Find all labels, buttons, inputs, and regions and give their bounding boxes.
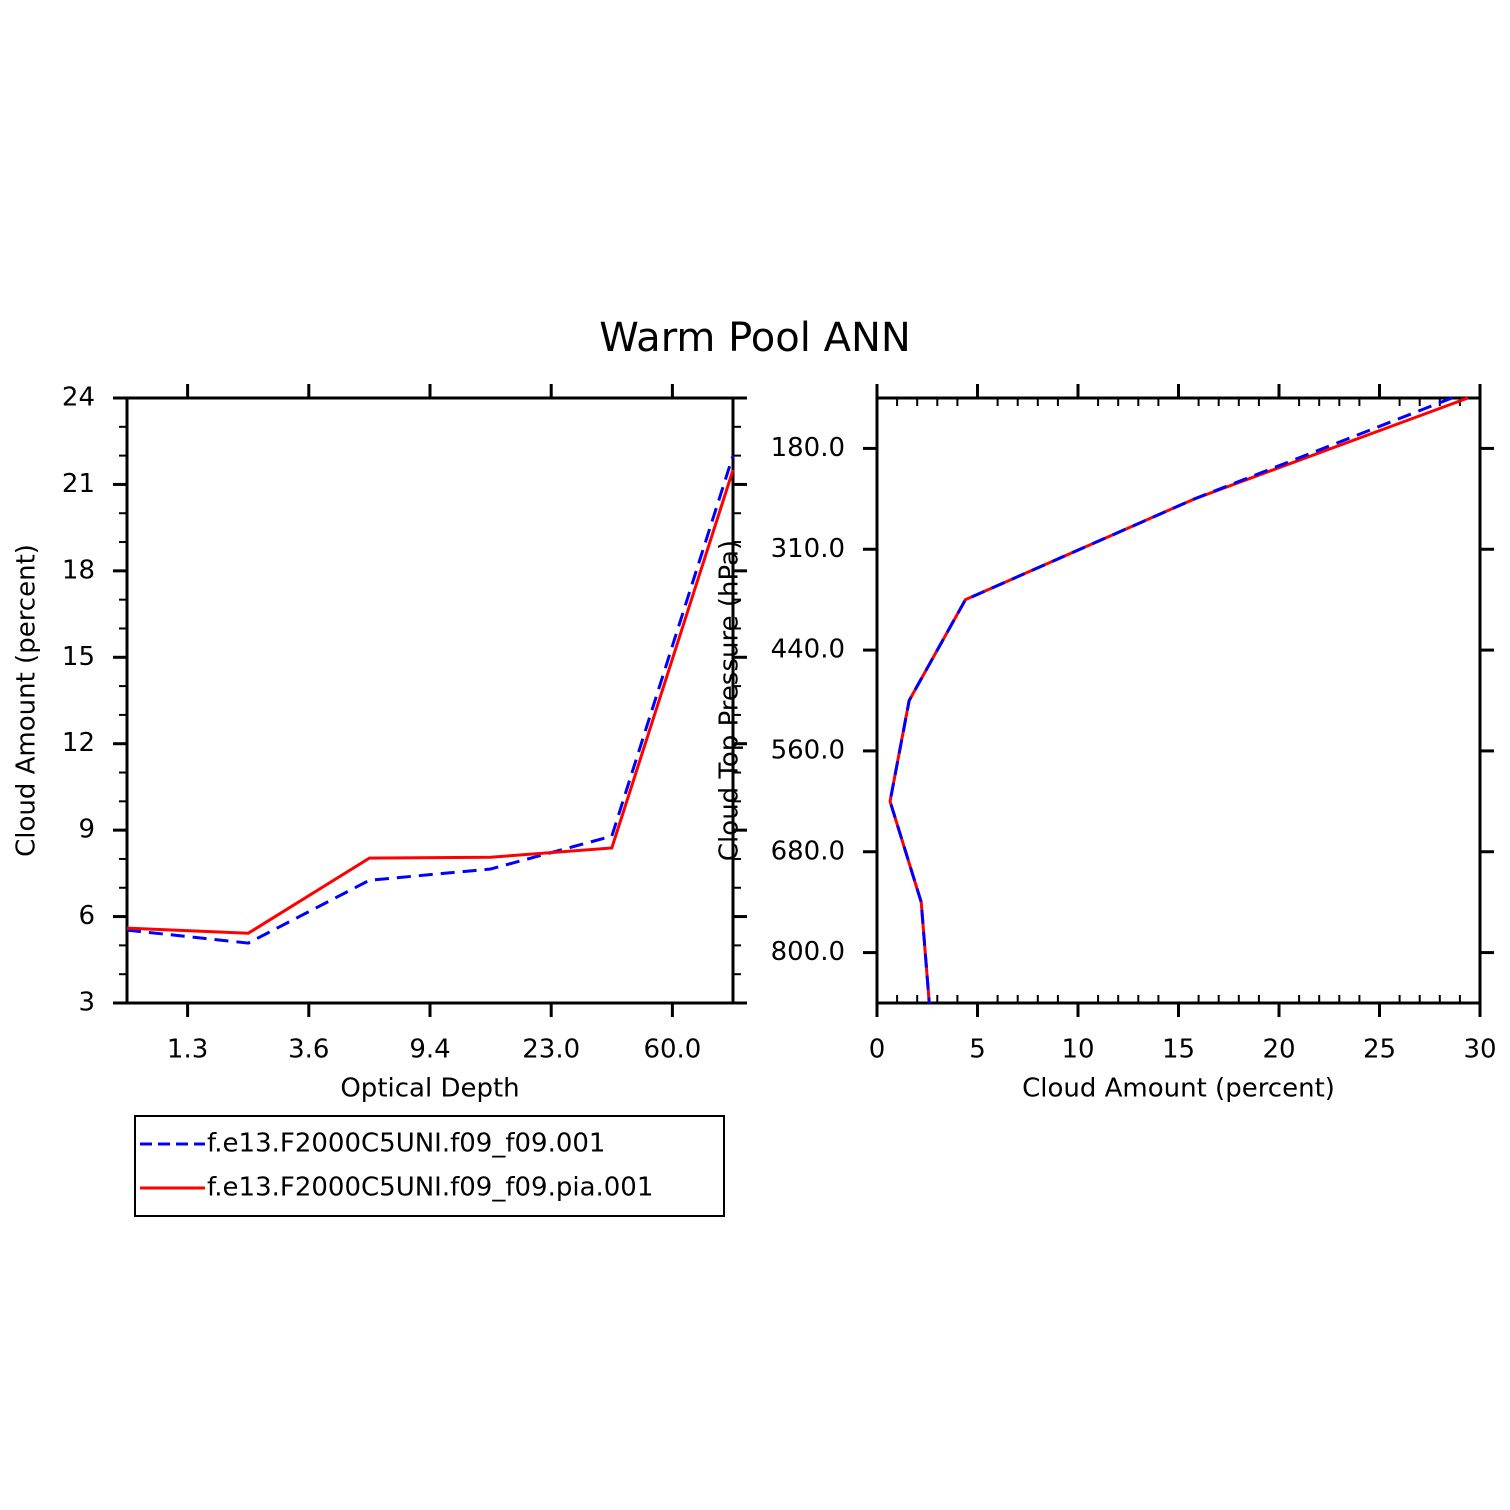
y-tick-label: 680.0 — [771, 836, 845, 866]
x-tick-label: 60.0 — [643, 1035, 701, 1065]
x-tick-label: 5 — [969, 1035, 986, 1065]
y-axis-label: Cloud Top Pressure (hPa) — [715, 540, 745, 861]
x-tick-label: 15 — [1162, 1035, 1195, 1065]
x-tick-label: 25 — [1363, 1035, 1396, 1065]
y-tick-label: 21 — [62, 469, 95, 499]
y-tick-label: 440.0 — [771, 635, 845, 665]
x-tick-label: 20 — [1262, 1035, 1295, 1065]
series-line — [126, 455, 735, 945]
x-tick-label: 23.0 — [522, 1035, 580, 1065]
plot-frame — [125, 396, 735, 1005]
y-tick-label: 9 — [78, 815, 95, 845]
series-line — [888, 396, 1453, 1004]
y-axis-label: Cloud Amount (percent) — [12, 544, 42, 857]
figure-title: Warm Pool ANN — [599, 315, 911, 361]
y-tick-label: 18 — [62, 555, 95, 585]
y-tick-label: 12 — [62, 728, 95, 758]
legend-box — [134, 1115, 725, 1217]
y-tick-label: 3 — [78, 988, 95, 1018]
y-tick-label: 6 — [78, 901, 95, 931]
y-tick-label: 310.0 — [771, 534, 845, 564]
y-tick-label: 15 — [62, 642, 95, 672]
x-tick-label: 3.6 — [288, 1035, 329, 1065]
x-tick-label: 30 — [1463, 1035, 1496, 1065]
x-tick-label: 10 — [1061, 1035, 1094, 1065]
legend-label: f.e13.F2000C5UNI.f09_f09.001 — [207, 1129, 605, 1159]
y-tick-label: 24 — [62, 383, 95, 413]
y-tick-label: 560.0 — [771, 735, 845, 765]
x-tick-label: 0 — [869, 1035, 886, 1065]
x-tick-label: 1.3 — [167, 1035, 208, 1065]
x-axis-label: Cloud Amount (percent) — [1022, 1074, 1335, 1104]
series-line — [888, 396, 1469, 1004]
x-tick-label: 9.4 — [409, 1035, 450, 1065]
series-line — [126, 469, 735, 935]
plot-frame — [875, 396, 1482, 1005]
x-axis-label: Optical Depth — [340, 1074, 519, 1104]
y-tick-label: 180.0 — [771, 433, 845, 463]
legend-label: f.e13.F2000C5UNI.f09_f09.pia.001 — [207, 1173, 653, 1203]
y-tick-label: 800.0 — [771, 937, 845, 967]
